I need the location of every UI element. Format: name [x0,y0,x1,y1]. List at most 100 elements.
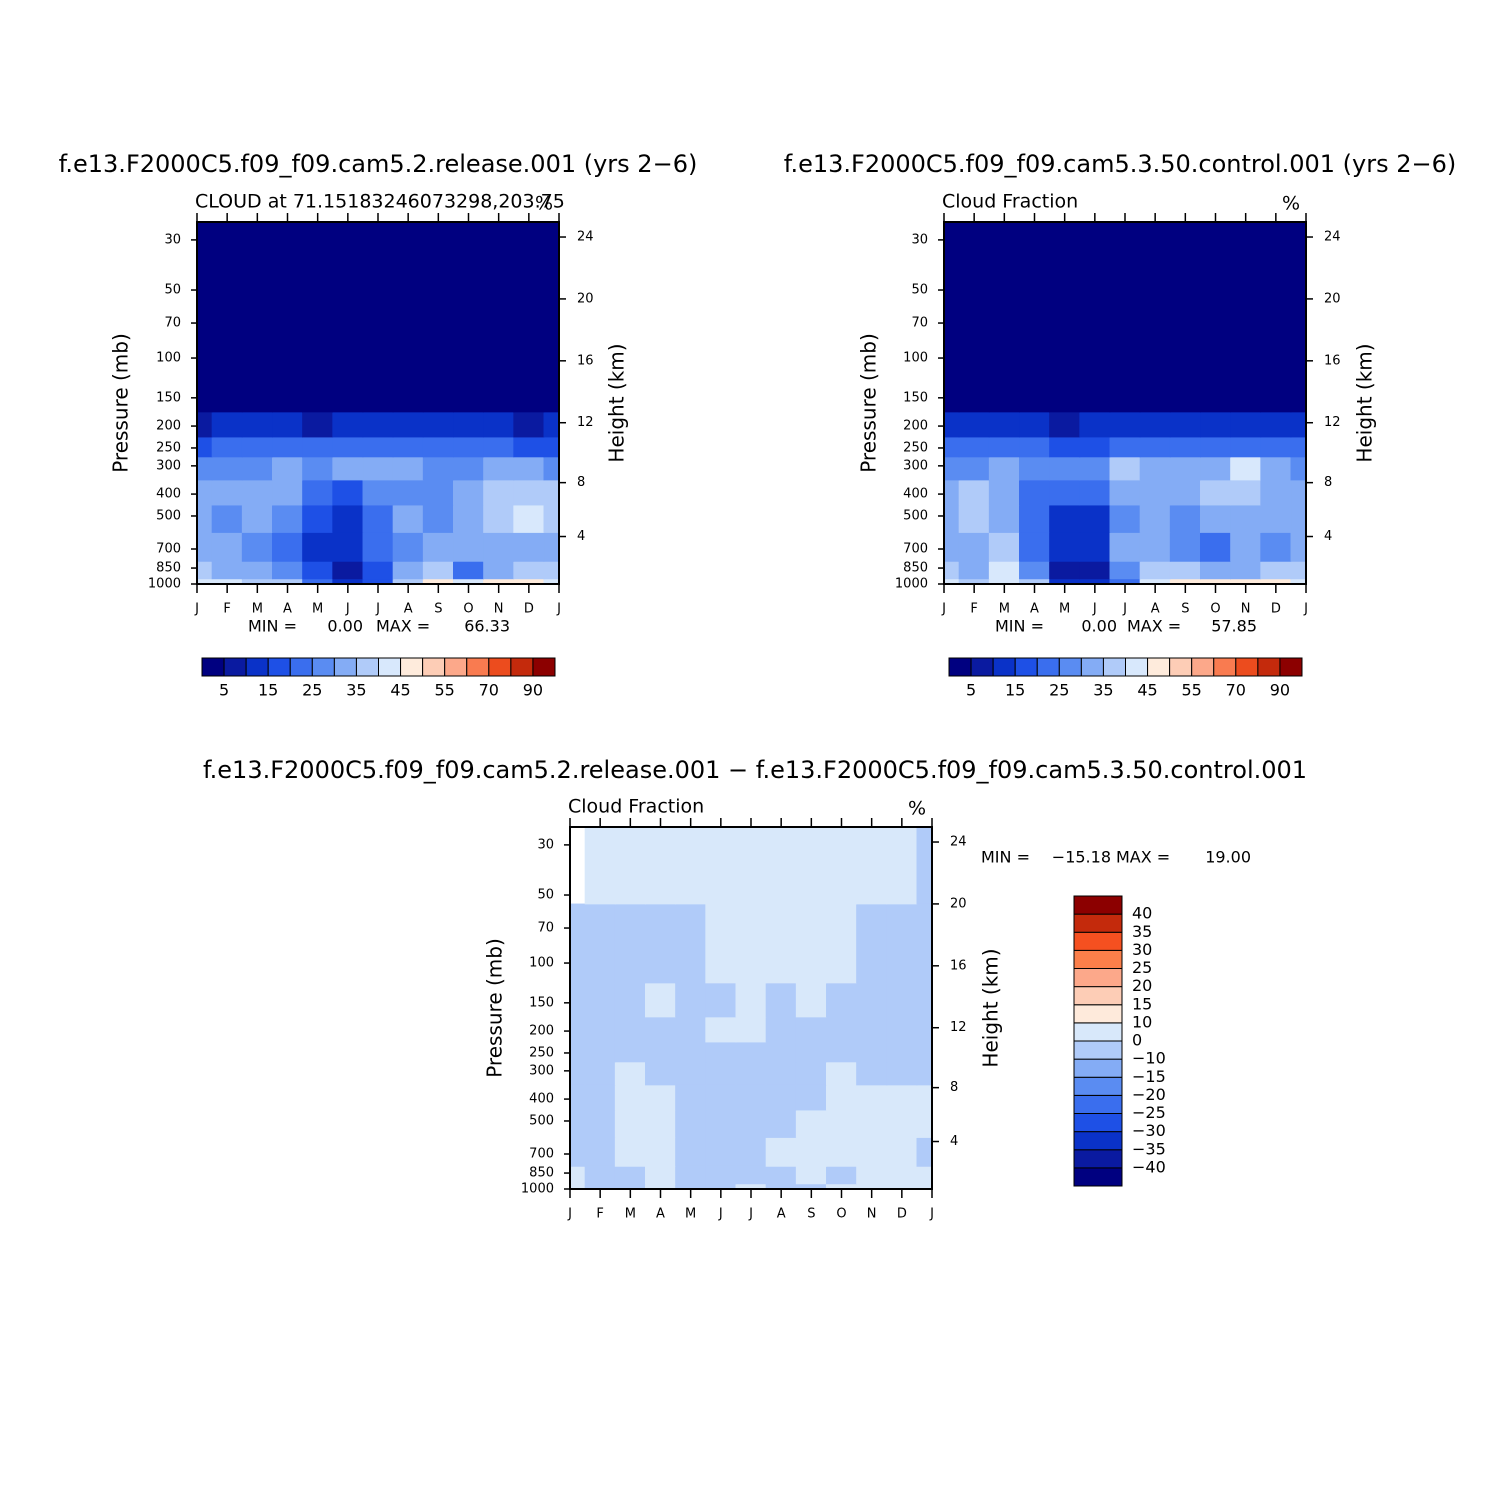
contour-cell [1079,456,1111,481]
y-tick-label: 100 [903,351,928,366]
x-tick-label: F [596,1207,603,1222]
contour-cell [1019,479,1050,506]
contour-cell [362,479,394,506]
contour-cell [392,411,424,438]
colorbar-box [223,657,247,677]
contour-cell [332,504,364,533]
contour-cell [765,903,797,984]
colorbar-box [1073,1058,1123,1078]
colorbar-label: 25 [1049,681,1069,700]
contour-cell [569,1137,586,1167]
contour-cell [886,1016,918,1043]
y2-tick-label: 12 [1324,415,1341,430]
contour-cell [675,982,707,1018]
contour-cell [1019,221,1050,320]
y-axis-label: Pressure (mb) [857,333,881,473]
max-value: 66.33 [464,617,510,636]
contour-cell [543,221,560,320]
contour-cell [483,436,515,458]
contour-cell [302,318,334,413]
y-tick-label: 850 [156,561,181,576]
contour-cell [196,504,213,533]
contour-cell [943,532,960,562]
contour-cell [513,436,545,458]
panel-title: f.e13.F2000C5.f09_f09.cam5.3.50.control.… [784,150,1457,178]
contour-cell [392,479,424,506]
colorbar-label: 45 [1137,681,1157,700]
contour-cell [332,560,364,580]
contour-cell [886,826,918,905]
x-tick-label: D [1271,602,1281,617]
contour-cell [196,479,213,506]
contour-cell [675,826,707,905]
x-tick-label: N [867,1207,877,1222]
contour-cell [765,1084,797,1111]
contour-cell [705,1137,737,1167]
contour-cell [422,504,454,533]
colorbar-box [267,657,291,677]
y2-tick-label: 16 [577,353,594,368]
contour-cell [362,411,394,438]
contour-cell [735,1084,767,1111]
contour-cell [1169,479,1201,506]
contour-cell [1049,479,1081,506]
x-tick-label: M [312,602,323,617]
x-tick-label: J [345,602,350,617]
contour-cell [675,1084,707,1111]
contour-cell [645,826,676,905]
y-tick-label: 50 [164,283,181,298]
contour-cell [1290,318,1307,413]
panel-title: f.e13.F2000C5.f09_f09.cam5.2.release.001… [59,150,698,178]
contour-cell [705,1061,737,1086]
min-value: 0.00 [327,617,363,636]
contour-cell [735,903,767,984]
contour-cell [272,436,303,458]
contour-cell [675,1016,707,1043]
contour-cell [1109,318,1141,413]
colorbar-label: 35 [346,681,366,700]
y2-tick-label: 16 [1324,353,1341,368]
contour-cell [886,1084,918,1111]
x-tick-label: J [556,602,561,617]
contour-cell [272,532,303,562]
y2-tick-label: 4 [1324,529,1332,544]
contour-cell [1169,456,1201,481]
y-tick-label: 850 [903,561,928,576]
contour-cell [988,221,1020,320]
contour-cell [569,1061,586,1086]
contour-cell [1200,504,1231,533]
contour-cell [1260,221,1292,320]
y-tick-label: 50 [537,888,554,903]
contour-cell [705,982,737,1018]
contour-cell [988,504,1020,533]
y2-tick-label: 8 [1324,475,1332,490]
colorbar-box [311,657,335,677]
contour-cell [645,903,676,984]
max-value: 57.85 [1211,617,1257,636]
contour-cell [1200,411,1231,438]
contour-cell [795,1109,827,1138]
contour-cell [675,1137,707,1167]
y2-tick-label: 12 [577,415,594,430]
contour-cell [241,436,273,458]
contour-cell [513,532,545,562]
contour-cell [826,1084,857,1111]
contour-cell [795,1061,827,1086]
contour-cell [856,1109,888,1138]
contour-cell [584,826,616,905]
y-tick-label: 100 [156,351,181,366]
contour-cell [826,826,857,905]
contour-cell [765,982,797,1018]
contour-cell [453,504,484,533]
colorbar-label: −20 [1132,1085,1166,1104]
contour-cell [614,1084,646,1111]
contour-cell [886,1061,918,1086]
x-tick-label: N [1241,602,1251,617]
contour-cell [943,436,960,458]
contour-cell [826,1109,857,1138]
contour-cell [795,826,827,905]
y-tick-label: 150 [529,995,554,1010]
x-tick-label: N [494,602,504,617]
contour-cell [675,1109,707,1138]
